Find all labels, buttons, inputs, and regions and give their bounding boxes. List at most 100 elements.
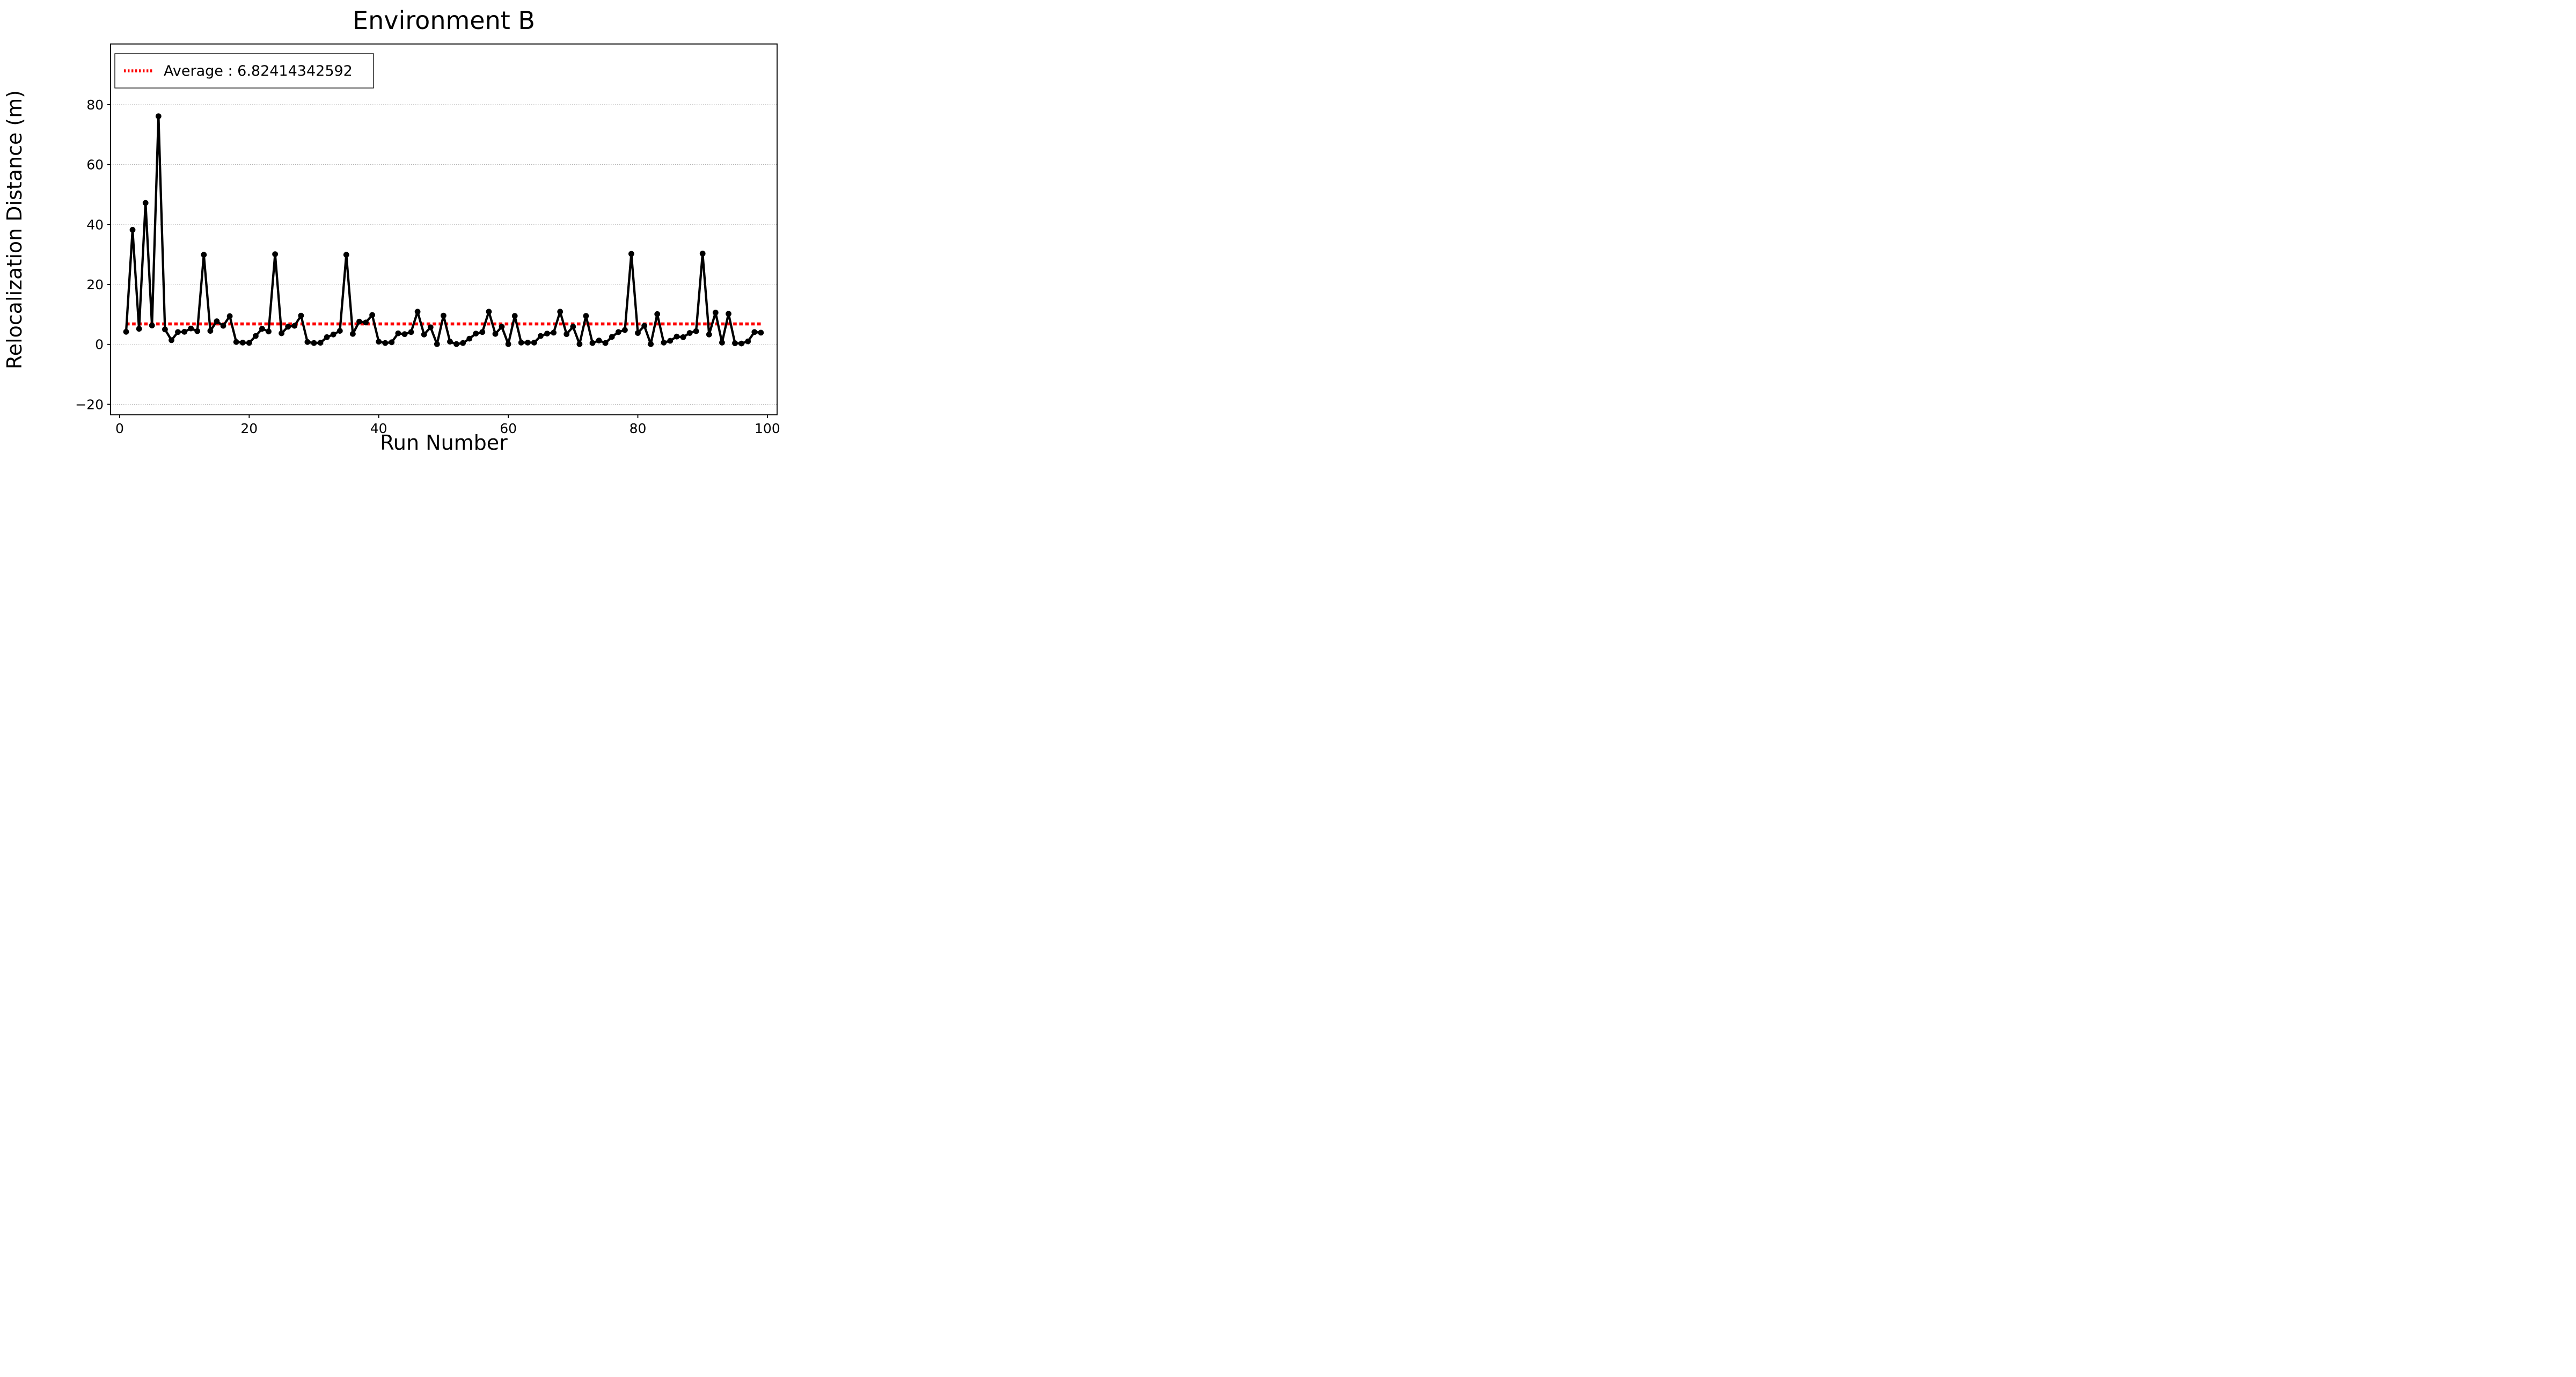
data-point <box>408 329 414 335</box>
data-point <box>214 318 220 325</box>
data-point <box>518 340 524 346</box>
chart-title: Environment B <box>353 6 535 35</box>
data-point <box>330 331 336 338</box>
data-point <box>272 251 278 257</box>
y-tick-label: 60 <box>86 157 104 173</box>
data-point <box>628 251 634 257</box>
data-point <box>201 252 207 258</box>
data-point <box>758 329 764 336</box>
data-point <box>434 341 440 347</box>
data-point <box>291 323 298 329</box>
data-line <box>125 115 762 346</box>
y-tick-label: 40 <box>86 217 104 232</box>
legend-box <box>114 53 374 89</box>
data-point <box>389 339 395 346</box>
data-point <box>363 319 369 326</box>
data-point <box>220 323 226 329</box>
data-point <box>181 328 187 335</box>
data-point <box>317 340 324 346</box>
data-point <box>544 331 550 336</box>
y-tick-label: 80 <box>86 97 104 113</box>
data-point <box>447 339 453 345</box>
data-point <box>479 329 486 335</box>
x-tick-label: 0 <box>115 421 124 436</box>
data-point <box>129 226 136 233</box>
data-point <box>505 341 511 347</box>
x-tick-label: 20 <box>240 421 258 436</box>
data-point <box>239 340 246 346</box>
axes: 0 20 40 60 80 100 −20 0 20 40 60 80 <box>75 43 780 436</box>
data-point <box>136 326 142 332</box>
data-point <box>564 331 570 338</box>
data-point <box>343 252 349 258</box>
data-point <box>751 329 758 335</box>
data-point <box>648 341 654 347</box>
y-axis-label: Relocalization Distance (m) <box>3 90 26 369</box>
data-point <box>123 328 129 335</box>
data-point <box>570 324 576 330</box>
data-point <box>499 324 505 330</box>
data-point <box>551 329 557 336</box>
data-point <box>246 340 252 346</box>
x-tick-label: 40 <box>370 421 387 436</box>
data-point <box>596 338 602 343</box>
data-point <box>706 331 712 338</box>
data-point <box>609 334 615 340</box>
data-point <box>162 326 168 333</box>
data-point <box>732 340 738 346</box>
data-point <box>576 341 583 347</box>
plot-border <box>110 43 778 415</box>
data-point <box>324 334 330 340</box>
legend-label: Average : 6.82414342592 <box>164 63 353 79</box>
data-point <box>155 113 162 120</box>
data-point <box>441 312 447 319</box>
data-point <box>356 318 362 325</box>
x-axis-label: Run Number <box>380 431 508 455</box>
data-point <box>382 340 389 346</box>
data-point <box>369 312 375 318</box>
data-point <box>712 310 719 316</box>
data-point <box>142 200 149 206</box>
data-point <box>738 340 744 347</box>
data-point <box>194 328 201 334</box>
y-tick-label: 0 <box>95 337 104 353</box>
data-point <box>421 331 427 338</box>
data-point <box>233 339 239 345</box>
data-point <box>726 311 731 317</box>
data-point <box>511 313 518 319</box>
data-point <box>376 339 382 345</box>
data-point <box>149 323 155 328</box>
data-point <box>460 340 466 346</box>
data-point <box>745 338 751 345</box>
data-point <box>615 329 621 335</box>
data-point <box>699 251 706 257</box>
data-point <box>680 334 686 340</box>
data-point <box>453 341 459 347</box>
data-point <box>641 323 647 329</box>
data-point <box>226 313 233 319</box>
data-point <box>524 340 531 346</box>
data-point <box>589 340 596 346</box>
data-point <box>350 331 356 337</box>
data-point <box>635 330 641 336</box>
data-point <box>538 333 544 339</box>
y-tick-label: 20 <box>86 277 104 292</box>
data-point <box>336 328 343 334</box>
data-point <box>583 313 589 319</box>
data-point <box>473 331 479 336</box>
data-series <box>123 113 764 347</box>
data-point <box>427 324 434 331</box>
data-point <box>557 309 564 315</box>
gridlines <box>111 104 777 405</box>
data-point <box>259 326 265 332</box>
chart-canvas: 0 20 40 60 80 100 −20 0 20 40 60 80 Average : 6.824… <box>3 6 780 455</box>
data-point <box>686 330 693 336</box>
x-tick-label: 100 <box>755 421 780 436</box>
y-tick-label: −20 <box>75 397 104 412</box>
chart-figure: 0 20 40 60 80 100 −20 0 20 40 60 80 Average : 6.824… <box>0 0 859 459</box>
legend: Average : 6.82414342592 <box>114 53 374 89</box>
data-point <box>304 339 311 345</box>
data-point <box>279 330 284 336</box>
data-point <box>622 327 628 333</box>
data-point <box>674 333 680 340</box>
